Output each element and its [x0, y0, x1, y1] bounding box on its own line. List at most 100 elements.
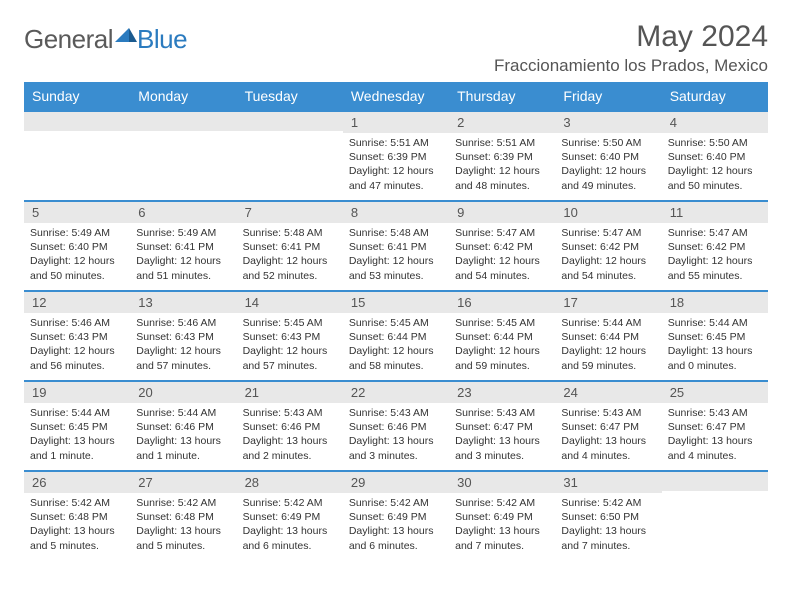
sunrise-line: Sunrise: 5:43 AM: [455, 406, 549, 420]
daylight-line: Daylight: 12 hours and 51 minutes.: [136, 254, 230, 282]
daylight-label: Daylight:: [668, 255, 712, 267]
calendar-day-cell: 23Sunrise: 5:43 AMSunset: 6:47 PMDayligh…: [449, 380, 555, 470]
sunrise-value: 5:45 AM: [497, 317, 536, 329]
dow-header: Monday: [130, 82, 236, 110]
sunrise-label: Sunrise:: [30, 227, 71, 239]
sunset-label: Sunset:: [243, 511, 282, 523]
empty-day-header: [130, 110, 236, 131]
daylight-line: Daylight: 13 hours and 3 minutes.: [455, 434, 549, 462]
sunrise-label: Sunrise:: [243, 407, 284, 419]
sunrise-line: Sunrise: 5:50 AM: [668, 136, 762, 150]
sunset-label: Sunset:: [30, 511, 69, 523]
sunrise-line: Sunrise: 5:46 AM: [136, 316, 230, 330]
day-of-week-row: Sunday Monday Tuesday Wednesday Thursday…: [24, 82, 768, 110]
daylight-label: Daylight:: [455, 165, 499, 177]
daylight-line: Daylight: 13 hours and 1 minute.: [30, 434, 124, 462]
sunrise-line: Sunrise: 5:44 AM: [668, 316, 762, 330]
daylight-line: Daylight: 12 hours and 54 minutes.: [561, 254, 655, 282]
sunrise-line: Sunrise: 5:43 AM: [349, 406, 443, 420]
calendar-day-cell: 5Sunrise: 5:49 AMSunset: 6:40 PMDaylight…: [24, 200, 130, 290]
day-number: 9: [449, 200, 555, 223]
daylight-line: Daylight: 12 hours and 53 minutes.: [349, 254, 443, 282]
sunrise-value: 5:46 AM: [71, 317, 110, 329]
day-body: Sunrise: 5:45 AMSunset: 6:43 PMDaylight:…: [237, 313, 343, 377]
daylight-line: Daylight: 13 hours and 3 minutes.: [349, 434, 443, 462]
day-body: Sunrise: 5:51 AMSunset: 6:39 PMDaylight:…: [449, 133, 555, 197]
sunrise-value: 5:43 AM: [709, 407, 748, 419]
sunset-line: Sunset: 6:44 PM: [455, 330, 549, 344]
sunset-line: Sunset: 6:41 PM: [136, 240, 230, 254]
sunset-line: Sunset: 6:44 PM: [561, 330, 655, 344]
sunrise-value: 5:42 AM: [603, 497, 642, 509]
sunset-value: 6:41 PM: [387, 241, 426, 253]
daylight-label: Daylight:: [30, 435, 74, 447]
day-body: Sunrise: 5:47 AMSunset: 6:42 PMDaylight:…: [662, 223, 768, 287]
sunset-line: Sunset: 6:44 PM: [349, 330, 443, 344]
daylight-line: Daylight: 12 hours and 56 minutes.: [30, 344, 124, 372]
sunrise-line: Sunrise: 5:48 AM: [349, 226, 443, 240]
day-body: Sunrise: 5:42 AMSunset: 6:48 PMDaylight:…: [130, 493, 236, 557]
sunrise-line: Sunrise: 5:44 AM: [30, 406, 124, 420]
daylight-label: Daylight:: [561, 255, 605, 267]
sunset-line: Sunset: 6:45 PM: [668, 330, 762, 344]
sunrise-label: Sunrise:: [136, 407, 177, 419]
day-body: Sunrise: 5:42 AMSunset: 6:49 PMDaylight:…: [237, 493, 343, 557]
calendar-day-cell: 16Sunrise: 5:45 AMSunset: 6:44 PMDayligh…: [449, 290, 555, 380]
sunset-label: Sunset:: [668, 421, 707, 433]
sunset-value: 6:43 PM: [175, 331, 214, 343]
title-block: May 2024 Fraccionamiento los Prados, Mex…: [494, 20, 768, 76]
daylight-label: Daylight:: [455, 435, 499, 447]
daylight-line: Daylight: 12 hours and 47 minutes.: [349, 164, 443, 192]
calendar-week-row: 5Sunrise: 5:49 AMSunset: 6:40 PMDaylight…: [24, 200, 768, 290]
dow-header: Thursday: [449, 82, 555, 110]
sunset-value: 6:44 PM: [600, 331, 639, 343]
day-number: 26: [24, 470, 130, 493]
empty-day-header: [24, 110, 130, 131]
calendar-day-cell: [237, 110, 343, 200]
day-body: Sunrise: 5:42 AMSunset: 6:50 PMDaylight:…: [555, 493, 661, 557]
sunrise-line: Sunrise: 5:49 AM: [30, 226, 124, 240]
daylight-label: Daylight:: [349, 435, 393, 447]
sunrise-value: 5:45 AM: [390, 317, 429, 329]
daylight-label: Daylight:: [243, 435, 287, 447]
day-number: 17: [555, 290, 661, 313]
day-body: Sunrise: 5:50 AMSunset: 6:40 PMDaylight:…: [662, 133, 768, 197]
calendar-day-cell: 13Sunrise: 5:46 AMSunset: 6:43 PMDayligh…: [130, 290, 236, 380]
calendar-week-row: 19Sunrise: 5:44 AMSunset: 6:45 PMDayligh…: [24, 380, 768, 470]
daylight-label: Daylight:: [136, 435, 180, 447]
calendar-week-row: 26Sunrise: 5:42 AMSunset: 6:48 PMDayligh…: [24, 470, 768, 560]
sunrise-value: 5:49 AM: [71, 227, 110, 239]
day-number: 31: [555, 470, 661, 493]
sunrise-label: Sunrise:: [349, 317, 390, 329]
daylight-label: Daylight:: [668, 435, 712, 447]
sunrise-value: 5:43 AM: [497, 407, 536, 419]
sunrise-value: 5:48 AM: [284, 227, 323, 239]
daylight-label: Daylight:: [561, 345, 605, 357]
daylight-line: Daylight: 13 hours and 4 minutes.: [668, 434, 762, 462]
sunrise-value: 5:43 AM: [390, 407, 429, 419]
sunrise-value: 5:44 AM: [603, 317, 642, 329]
calendar-day-cell: 26Sunrise: 5:42 AMSunset: 6:48 PMDayligh…: [24, 470, 130, 560]
sunrise-line: Sunrise: 5:47 AM: [455, 226, 549, 240]
sunrise-line: Sunrise: 5:42 AM: [455, 496, 549, 510]
sunset-value: 6:47 PM: [494, 421, 533, 433]
logo-text-blue: Blue: [137, 24, 187, 55]
sunset-value: 6:47 PM: [706, 421, 745, 433]
sunset-line: Sunset: 6:41 PM: [349, 240, 443, 254]
day-body: Sunrise: 5:48 AMSunset: 6:41 PMDaylight:…: [237, 223, 343, 287]
sunset-line: Sunset: 6:39 PM: [455, 150, 549, 164]
sunrise-value: 5:47 AM: [603, 227, 642, 239]
day-body: Sunrise: 5:44 AMSunset: 6:45 PMDaylight:…: [24, 403, 130, 467]
sunset-line: Sunset: 6:46 PM: [243, 420, 337, 434]
calendar-day-cell: 15Sunrise: 5:45 AMSunset: 6:44 PMDayligh…: [343, 290, 449, 380]
daylight-line: Daylight: 12 hours and 57 minutes.: [136, 344, 230, 372]
calendar-day-cell: 10Sunrise: 5:47 AMSunset: 6:42 PMDayligh…: [555, 200, 661, 290]
sunset-line: Sunset: 6:50 PM: [561, 510, 655, 524]
day-number: 20: [130, 380, 236, 403]
day-number: 6: [130, 200, 236, 223]
sunset-label: Sunset:: [30, 331, 69, 343]
sunrise-value: 5:48 AM: [390, 227, 429, 239]
dow-header: Friday: [555, 82, 661, 110]
sunrise-line: Sunrise: 5:47 AM: [668, 226, 762, 240]
day-number: 19: [24, 380, 130, 403]
